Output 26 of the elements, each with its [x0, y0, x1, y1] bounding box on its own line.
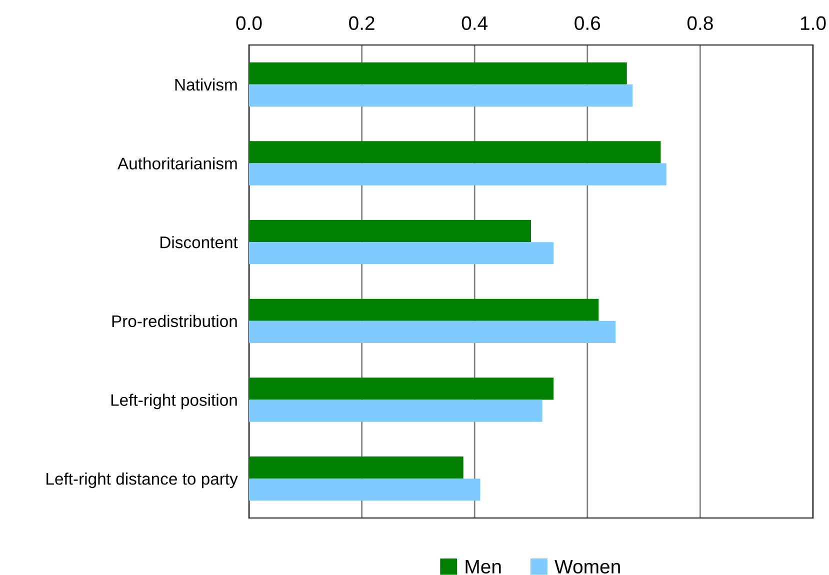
- bar: [249, 378, 554, 400]
- bar: [249, 163, 666, 186]
- x-tick-label: 0.8: [687, 16, 713, 30]
- y-tick-label: Pro-redistribution: [112, 314, 237, 328]
- x-tick-label: 0.4: [462, 16, 488, 30]
- x-tick-label: 0.0: [236, 16, 262, 30]
- y-tick-label: Left-right distance to party: [46, 472, 238, 488]
- bar: [249, 141, 661, 164]
- x-tick-label: 0.2: [349, 16, 374, 30]
- bar: [249, 298, 599, 321]
- bar: [249, 320, 616, 343]
- bar: [249, 478, 480, 501]
- y-tick-label: Authoritarianism: [118, 157, 237, 170]
- bar: [249, 456, 464, 479]
- y-tick-label: Left-right position: [111, 394, 237, 410]
- y-tick-label: Nativism: [175, 78, 237, 91]
- bar: [249, 84, 633, 106]
- bar: [249, 220, 531, 242]
- legend-label: Women: [554, 560, 620, 574]
- x-tick-label: 1.0: [800, 16, 826, 30]
- x-tick-label: 0.6: [574, 16, 600, 30]
- bar: [249, 400, 542, 422]
- y-tick-label: Discontent: [160, 236, 238, 248]
- legend-label: Men: [466, 560, 501, 574]
- bar: [249, 242, 554, 264]
- bar: [249, 62, 627, 84]
